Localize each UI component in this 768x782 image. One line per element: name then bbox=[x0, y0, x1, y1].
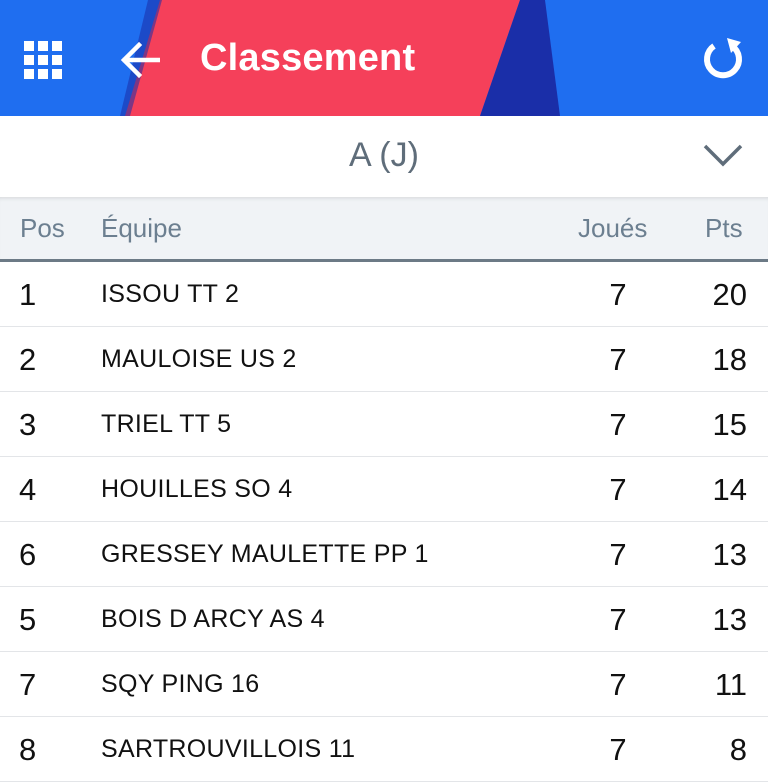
row-played: 7 bbox=[609, 667, 627, 702]
row-pos: 8 bbox=[19, 732, 37, 767]
row-pos: 1 bbox=[19, 277, 37, 312]
row-pos: 3 bbox=[19, 407, 37, 442]
chevron-down-icon[interactable] bbox=[702, 140, 744, 170]
row-pos: 7 bbox=[19, 667, 37, 702]
row-played: 7 bbox=[609, 472, 627, 507]
row-pts: 18 bbox=[712, 342, 747, 377]
row-pts: 13 bbox=[712, 537, 747, 572]
row-team: TRIEL TT 5 bbox=[101, 410, 232, 438]
row-played: 7 bbox=[609, 277, 627, 312]
row-team: SQY PING 16 bbox=[101, 670, 260, 698]
grid-menu-icon[interactable] bbox=[24, 41, 62, 79]
table-row[interactable]: 5 BOIS D ARCY AS 4 7 13 bbox=[0, 587, 768, 652]
group-selector[interactable]: A (J) bbox=[0, 116, 768, 198]
row-team: MAULOISE US 2 bbox=[101, 345, 297, 373]
page-title: Classement bbox=[200, 37, 416, 79]
row-pts: 14 bbox=[712, 472, 747, 507]
row-team: HOUILLES SO 4 bbox=[101, 475, 293, 503]
table-header: Pos Équipe Joués Pts bbox=[0, 197, 768, 262]
row-pts: 15 bbox=[712, 407, 747, 442]
row-team: BOIS D ARCY AS 4 bbox=[101, 605, 325, 633]
row-pos: 6 bbox=[19, 537, 37, 572]
row-pts: 20 bbox=[712, 277, 747, 312]
row-team: GRESSEY MAULETTE PP 1 bbox=[101, 540, 429, 568]
table-row[interactable]: 7 SQY PING 16 7 11 bbox=[0, 652, 768, 717]
row-played: 7 bbox=[609, 732, 627, 767]
table-row[interactable]: 8 SARTROUVILLOIS 11 7 8 bbox=[0, 717, 768, 782]
row-team: SARTROUVILLOIS 11 bbox=[101, 735, 356, 763]
group-selector-value: A (J) bbox=[349, 136, 419, 174]
row-played: 7 bbox=[609, 342, 627, 377]
table-row[interactable]: 1 ISSOU TT 2 7 20 bbox=[0, 262, 768, 327]
row-pts: 13 bbox=[712, 602, 747, 637]
refresh-icon[interactable] bbox=[700, 36, 746, 82]
row-played: 7 bbox=[609, 537, 627, 572]
header-pts: Pts bbox=[705, 213, 743, 243]
table-row[interactable]: 3 TRIEL TT 5 7 15 bbox=[0, 392, 768, 457]
row-pos: 4 bbox=[19, 472, 37, 507]
row-played: 7 bbox=[609, 602, 627, 637]
app-bar: Classement bbox=[0, 0, 768, 116]
arrow-left-icon[interactable] bbox=[120, 40, 160, 80]
table-row[interactable]: 6 GRESSEY MAULETTE PP 1 7 13 bbox=[0, 522, 768, 587]
header-pos: Pos bbox=[20, 213, 65, 243]
row-pos: 2 bbox=[19, 342, 37, 377]
row-played: 7 bbox=[609, 407, 627, 442]
table-row[interactable]: 2 MAULOISE US 2 7 18 bbox=[0, 327, 768, 392]
row-team: ISSOU TT 2 bbox=[101, 280, 240, 308]
row-pos: 5 bbox=[19, 602, 37, 637]
row-pts: 8 bbox=[729, 732, 747, 767]
header-played: Joués bbox=[578, 213, 648, 243]
table-row[interactable]: 4 HOUILLES SO 4 7 14 bbox=[0, 457, 768, 522]
row-pts: 11 bbox=[714, 667, 747, 702]
header-team: Équipe bbox=[101, 213, 182, 243]
standings-list: 1 ISSOU TT 2 7 20 2 MAULOISE US 2 7 18 3… bbox=[0, 262, 768, 782]
